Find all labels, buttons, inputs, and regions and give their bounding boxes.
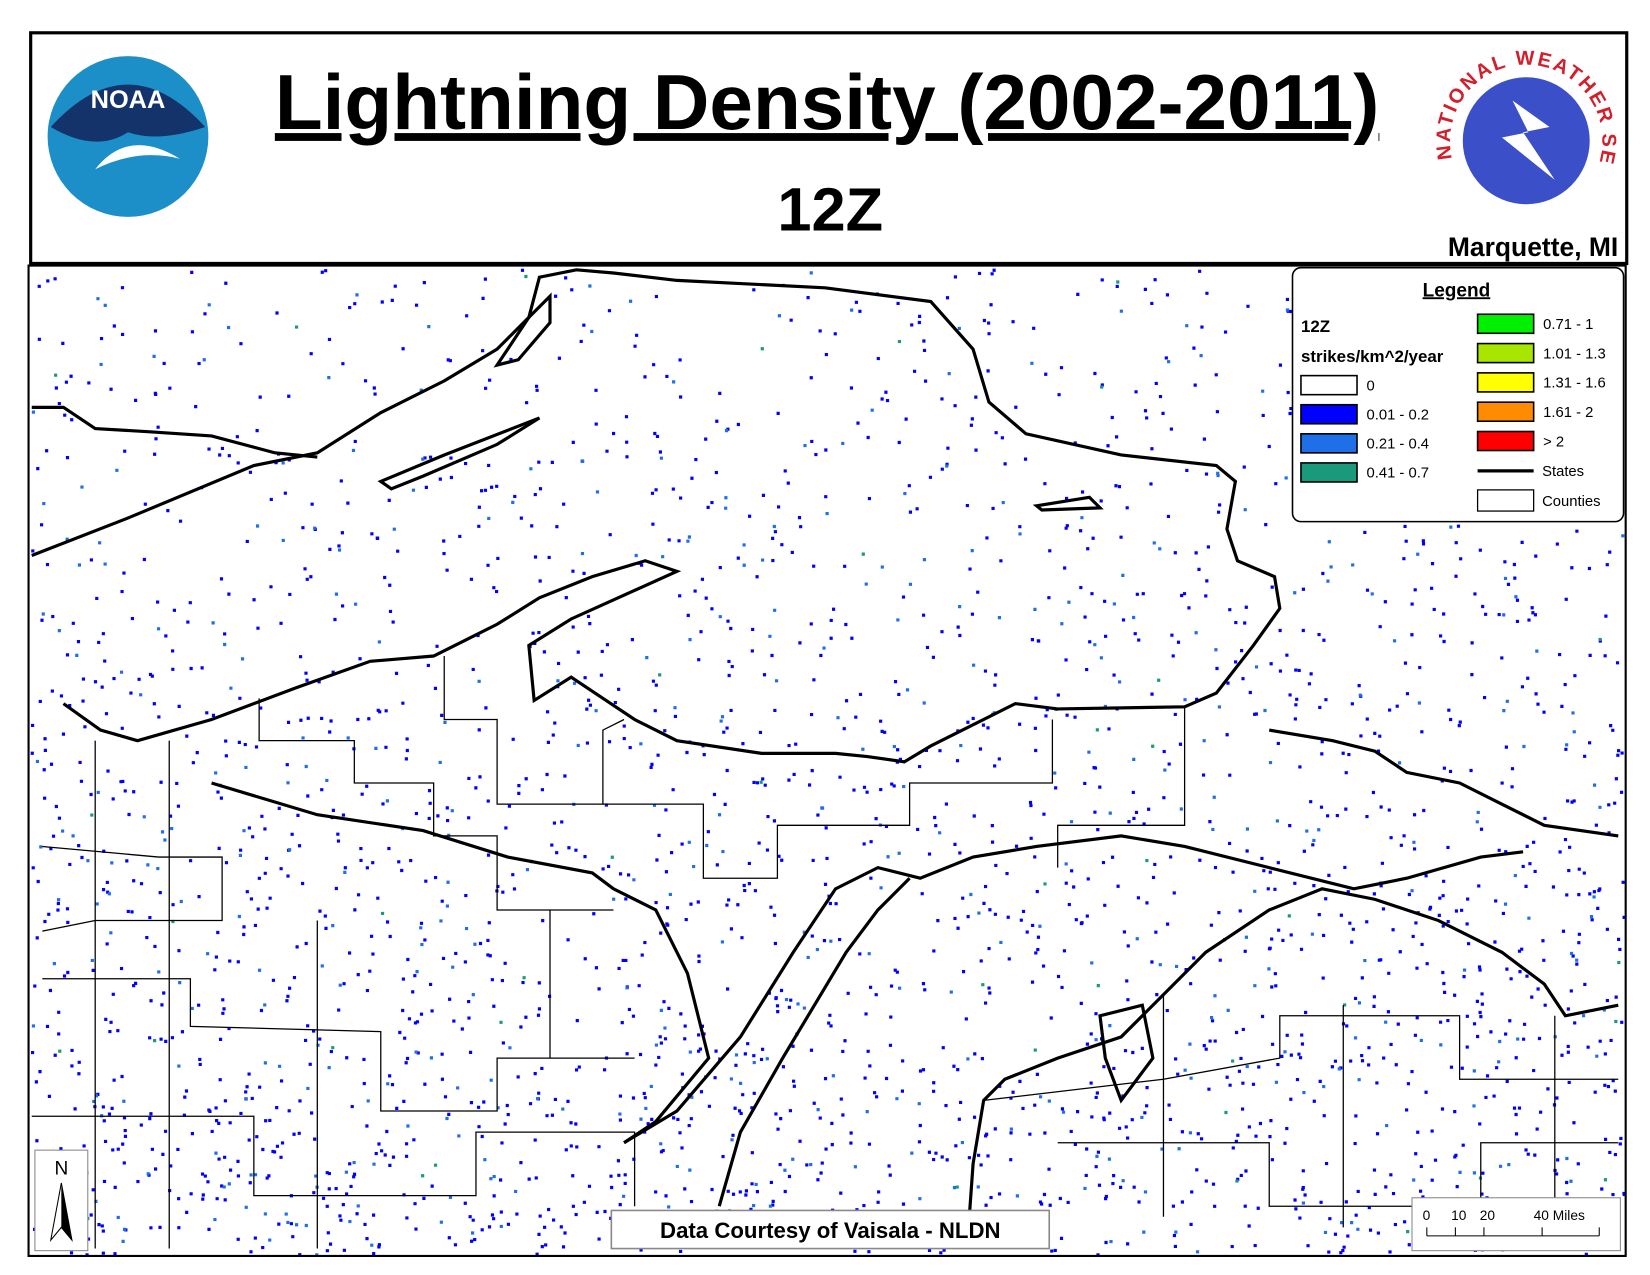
legend-label: 0.01 - 0.2 [1367,408,1430,424]
noaa-logo-text: NOAA [91,86,166,114]
legend-label: > 2 [1543,434,1564,450]
title: Lightning Density (2002-2011) [275,58,1379,146]
scale-label: 10 [1451,1208,1467,1223]
legend-label: 1.61 - 2 [1543,405,1593,421]
credit-box [610,1209,1051,1250]
county-lines [31,656,1619,1249]
legend-swatch [1476,401,1535,423]
legend-units: strikes/km^2/year [1301,347,1444,366]
legend-counties: Counties [1542,494,1600,510]
legend-swatch [1476,342,1535,364]
legend-swatch [1300,433,1358,454]
scale-label: 0 [1423,1208,1431,1223]
legend-label: 1.01 - 1.3 [1543,346,1606,362]
legend-swatch [1476,372,1535,393]
location: Marquette, MI [1448,232,1618,262]
legend-swatch [1300,462,1358,483]
scale-label: 40 Miles [1534,1208,1585,1223]
legend-time: 12Z [1301,317,1330,336]
credit: Data Courtesy of Vaisala - NLDN [660,1218,1000,1243]
scale-label: 20 [1480,1208,1496,1223]
noaa-logo-top [50,84,206,142]
legend-states: States [1542,464,1584,480]
legend-items: 0 0.01 - 0.2 0.21 - 0.4 0.41 - 0.7 0.71 - 1 1… [1300,313,1606,483]
legend-label: 0.71 - 1 [1543,317,1593,333]
legend-counties-box [1476,489,1535,512]
header-box [29,31,1629,266]
legend-label: 0 [1367,378,1375,394]
legend-box [1291,266,1625,523]
legend-label: 0.41 - 0.7 [1367,466,1430,482]
legend-swatch [1300,374,1358,396]
subtitle: 12Z [777,176,883,245]
legend-swatch [1300,403,1358,425]
legend-swatch [1476,313,1535,335]
scale-box [1411,1197,1621,1252]
map-frame [27,264,1627,1258]
legend-label: 0.21 - 0.4 [1367,437,1430,453]
legend-swatch [1476,430,1535,452]
noaa-gull [95,145,180,170]
legend-title: Legend [1423,280,1491,301]
shorelines [31,268,1619,1239]
scale-bar: 0 10 20 40 Miles [1423,1208,1600,1237]
legend-label: 1.31 - 1.6 [1543,376,1606,392]
north-label: N [54,1158,68,1179]
